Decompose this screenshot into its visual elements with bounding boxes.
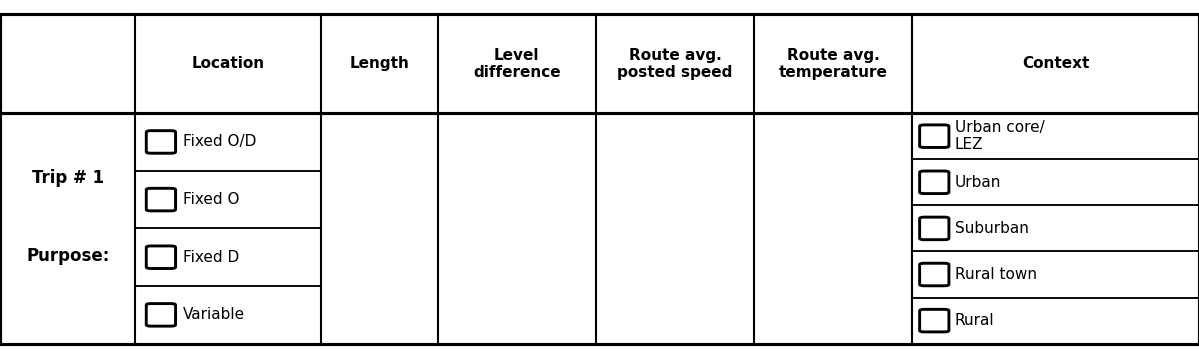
Text: Fixed D: Fixed D [182,250,239,265]
Text: Urban core/
LEZ: Urban core/ LEZ [954,120,1044,153]
Text: Fixed O/D: Fixed O/D [182,135,257,149]
FancyBboxPatch shape [920,125,948,147]
Text: Rural: Rural [954,313,994,328]
Text: Rural town: Rural town [954,267,1037,282]
Text: Urban: Urban [954,175,1001,190]
FancyBboxPatch shape [146,188,175,211]
Text: Length: Length [350,56,409,71]
Text: Fixed O: Fixed O [182,192,240,207]
FancyBboxPatch shape [146,246,175,268]
Text: Suburban: Suburban [954,221,1029,236]
FancyBboxPatch shape [920,309,948,332]
FancyBboxPatch shape [920,263,948,286]
Text: Location: Location [192,56,265,71]
Text: Level
difference: Level difference [472,48,561,80]
Text: Purpose:: Purpose: [26,247,109,265]
Text: Route avg.
temperature: Route avg. temperature [779,48,887,80]
Text: Context: Context [1022,56,1090,71]
FancyBboxPatch shape [146,131,175,153]
Text: Trip # 1: Trip # 1 [31,169,104,187]
FancyBboxPatch shape [146,304,175,326]
FancyBboxPatch shape [920,171,948,194]
Text: Route avg.
posted speed: Route avg. posted speed [617,48,733,80]
FancyBboxPatch shape [920,217,948,240]
Text: Variable: Variable [182,308,245,322]
